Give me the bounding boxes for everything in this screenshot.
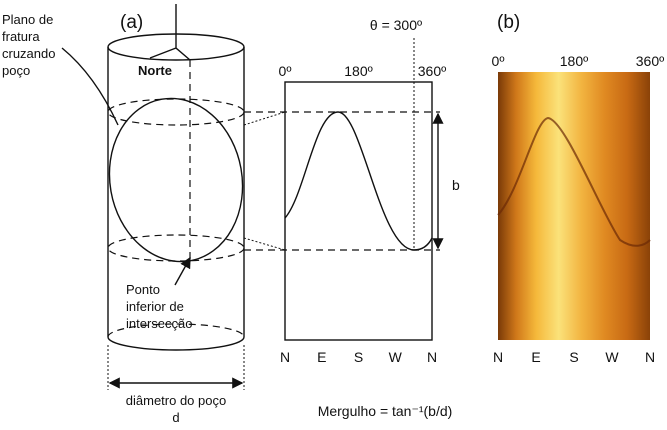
- diameter-label: diâmetro do poço: [126, 393, 226, 408]
- unrolled-top-axis: 0º 180º 360º: [279, 63, 447, 79]
- lowest-point-label: Ponto inferior de intersecção: [126, 282, 192, 331]
- fracture-plane-label: Plano de fratura cruzando poço: [2, 12, 59, 78]
- dip-formula: Mergulho = tan⁻¹(b/d): [318, 403, 453, 419]
- axis-label: S: [354, 349, 363, 365]
- axis-label: N: [493, 349, 503, 365]
- axis-label: 180º: [344, 63, 372, 79]
- panel-a-label: (a): [120, 12, 143, 33]
- axis-label: N: [280, 349, 290, 365]
- axis-label: W: [605, 349, 619, 365]
- north-label: Norte: [138, 63, 172, 78]
- axis-label: N: [427, 349, 437, 365]
- theta-label: θ = 300º: [370, 17, 422, 33]
- axis-label: 0º: [279, 63, 292, 79]
- axis-label: S: [569, 349, 578, 365]
- axis-label: 360º: [636, 53, 664, 69]
- axis-label: E: [317, 349, 326, 365]
- unrolled-plot: [244, 38, 440, 340]
- panel-b-label: (b): [497, 12, 520, 33]
- axis-label: 360º: [418, 63, 446, 79]
- b-label: b: [452, 177, 460, 193]
- axis-label: 0º: [492, 53, 505, 69]
- figure: Plano de fratura cruzando poço (a) Norte…: [0, 0, 667, 430]
- d-label: d: [172, 410, 179, 425]
- axis-label: E: [531, 349, 540, 365]
- pointer: [62, 48, 118, 125]
- borehole-image: [498, 72, 650, 340]
- axis-label: N: [645, 349, 655, 365]
- axis-label: W: [389, 349, 403, 365]
- image-top-axis: 0º 180º 360º: [492, 53, 665, 69]
- axis-label: 180º: [560, 53, 588, 69]
